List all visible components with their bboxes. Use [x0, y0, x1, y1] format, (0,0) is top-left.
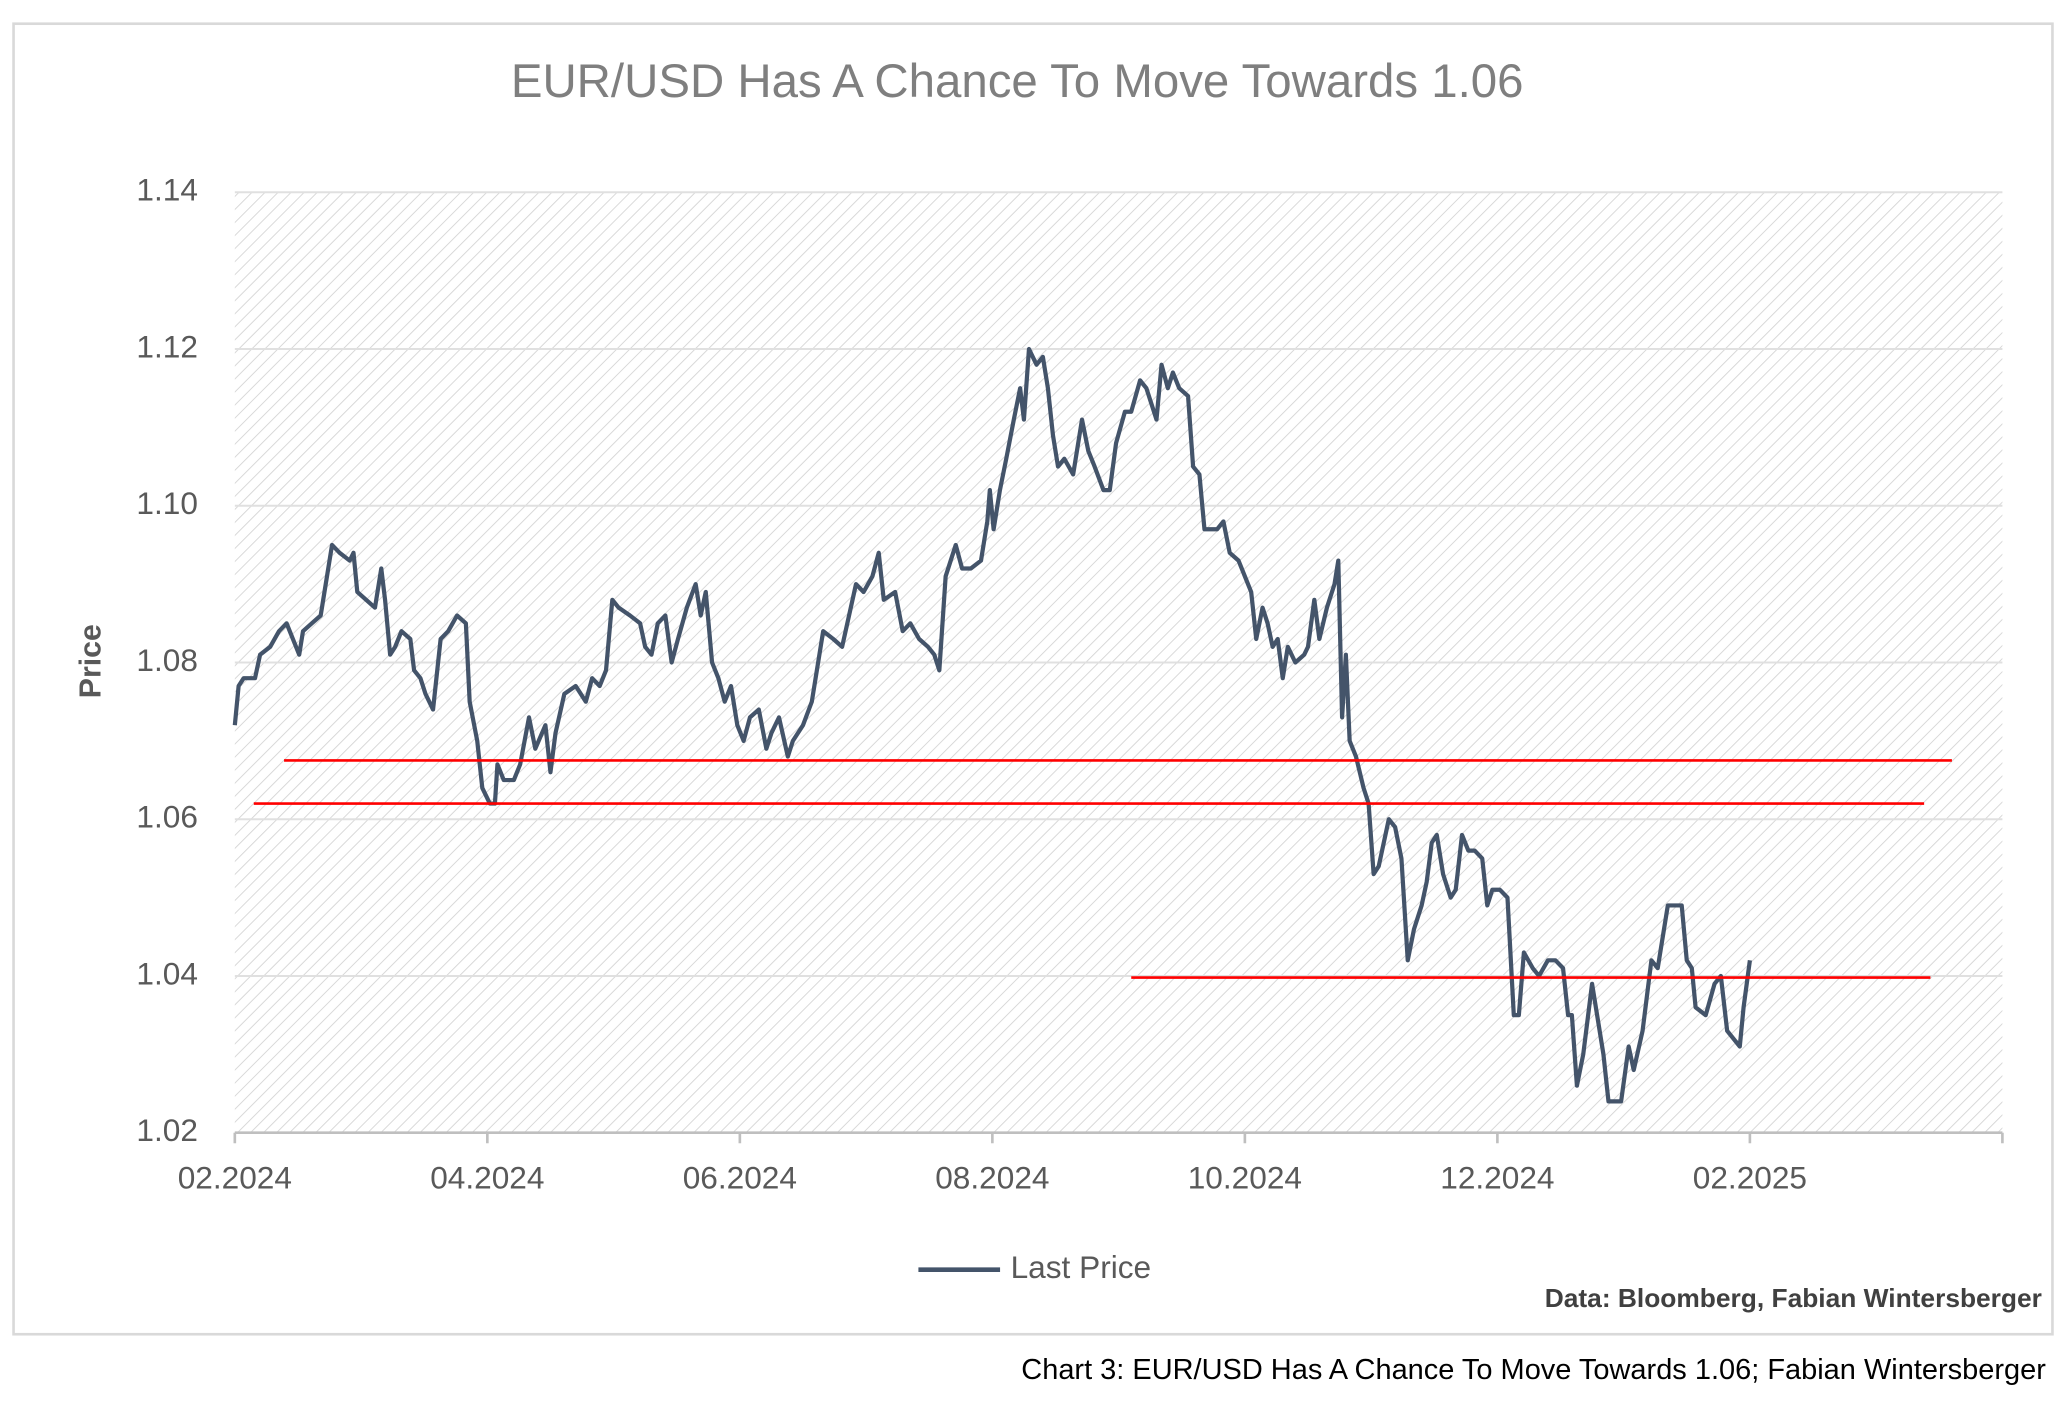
y-tick-label: 1.06: [136, 799, 198, 835]
x-tick-label: 10.2024: [1188, 1159, 1302, 1195]
x-tick-label: 04.2024: [430, 1159, 544, 1195]
x-tick-label: 02.2025: [1693, 1159, 1807, 1195]
price-line: [232, 346, 1752, 1104]
legend-label: Last Price: [1011, 1249, 1152, 1285]
y-tick-label: 1.04: [136, 955, 198, 991]
y-axis-label: Price: [75, 624, 108, 698]
chart-title: EUR/USD Has A Chance To Move Towards 1.0…: [511, 55, 1524, 108]
source-note: Data: Bloomberg, Fabian Wintersberger: [1545, 1283, 2042, 1313]
x-tick-label: 02.2024: [178, 1159, 292, 1195]
y-tick-label: 1.14: [136, 172, 198, 208]
y-tick-label: 1.10: [136, 485, 198, 521]
y-tick-label: 1.08: [136, 642, 198, 678]
y-tick-label: 1.12: [136, 328, 198, 364]
x-tick-label: 08.2024: [935, 1159, 1049, 1195]
y-tick-label: 1.02: [136, 1112, 198, 1148]
caption: Chart 3: EUR/USD Has A Chance To Move To…: [1021, 1354, 2046, 1386]
x-tick-label: 12.2024: [1440, 1159, 1554, 1195]
x-tick-label: 06.2024: [683, 1159, 797, 1195]
